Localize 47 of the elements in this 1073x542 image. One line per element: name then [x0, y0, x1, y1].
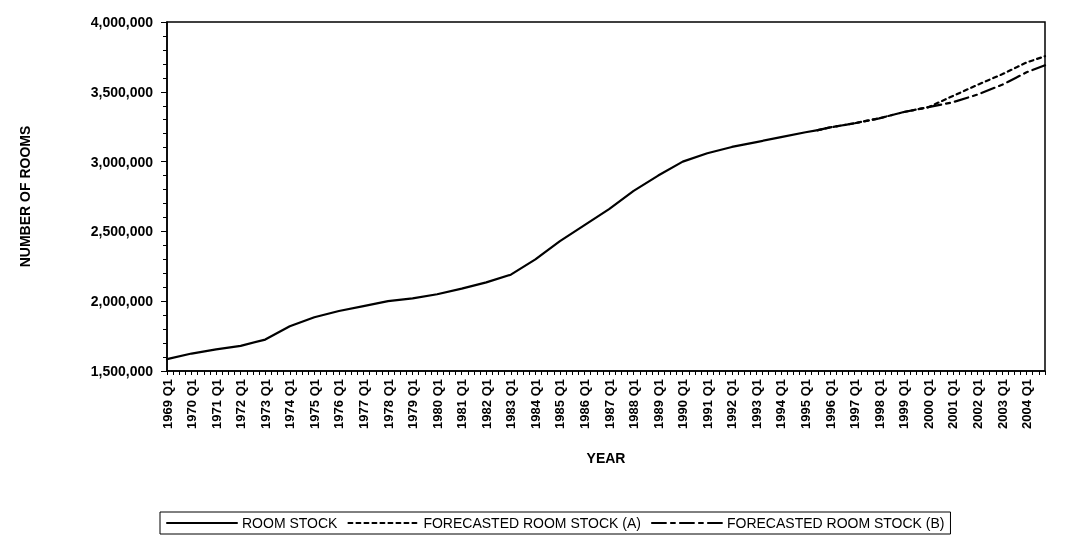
x-tick-label: 1993 Q1 — [748, 379, 764, 429]
x-tick-label: 1972 Q1 — [233, 379, 249, 429]
x-tick-label: 1986 Q1 — [577, 379, 593, 429]
x-tick-label: 1980 Q1 — [429, 379, 445, 429]
x-tick-label: 2002 Q1 — [969, 379, 985, 429]
x-tick-label: 1979 Q1 — [405, 379, 421, 429]
x-tick-label: 2001 Q1 — [945, 379, 961, 429]
x-tick-label: 1973 Q1 — [257, 379, 273, 429]
x-axis-title: YEAR — [586, 450, 626, 466]
x-tick-label: 1998 Q1 — [871, 379, 887, 429]
legend-label: ROOM STOCK — [242, 515, 339, 531]
legend-label: FORECASTED ROOM STOCK (A) — [423, 515, 641, 531]
x-tick-label: 1990 Q1 — [675, 379, 691, 429]
x-tick-label: 1999 Q1 — [896, 379, 912, 429]
y-tick-label: 3,500,000 — [90, 83, 154, 100]
x-tick-label: 2003 Q1 — [994, 379, 1010, 429]
x-tick-label: 1992 Q1 — [724, 379, 740, 429]
x-tick-label: 1977 Q1 — [355, 379, 371, 429]
x-tick-label: 1991 Q1 — [699, 379, 715, 429]
y-tick-label: 2,000,000 — [90, 293, 154, 310]
x-tick-label: 1995 Q1 — [798, 379, 814, 429]
x-tick-label: 1978 Q1 — [380, 379, 396, 429]
y-tick-label: 1,500,000 — [90, 363, 154, 379]
y-tick-label: 3,000,000 — [90, 153, 154, 170]
y-axis-title: NUMBER OF ROOMS — [17, 125, 33, 268]
x-tick-label: 1989 Q1 — [650, 379, 666, 429]
x-tick-label: 1987 Q1 — [601, 379, 617, 429]
x-tick-label: 1971 Q1 — [208, 379, 224, 429]
x-tick-label: 1969 Q1 — [159, 379, 175, 429]
x-tick-label: 2000 Q1 — [920, 379, 936, 429]
x-tick-label: 1970 Q1 — [184, 379, 200, 429]
x-tick-label: 1984 Q1 — [527, 379, 543, 429]
x-tick-label: 1982 Q1 — [478, 379, 494, 429]
x-tick-label: 1996 Q1 — [822, 379, 838, 429]
x-tick-label: 1976 Q1 — [331, 379, 347, 429]
x-tick-label: 1994 Q1 — [773, 379, 789, 429]
legend-label: FORECASTED ROOM STOCK (B) — [726, 515, 945, 531]
y-tick-label: 2,500,000 — [90, 223, 154, 240]
x-tick-label: 1981 Q1 — [454, 379, 470, 429]
x-tick-label: 1975 Q1 — [306, 379, 322, 429]
x-tick-label: 1985 Q1 — [552, 379, 568, 429]
x-tick-label: 1988 Q1 — [626, 379, 642, 429]
y-tick-label: 4,000,000 — [90, 14, 154, 30]
x-tick-label: 2004 Q1 — [1019, 379, 1035, 429]
x-tick-label: 1983 Q1 — [503, 379, 519, 429]
x-tick-label: 1974 Q1 — [282, 379, 298, 429]
x-tick-label: 1997 Q1 — [847, 379, 863, 429]
